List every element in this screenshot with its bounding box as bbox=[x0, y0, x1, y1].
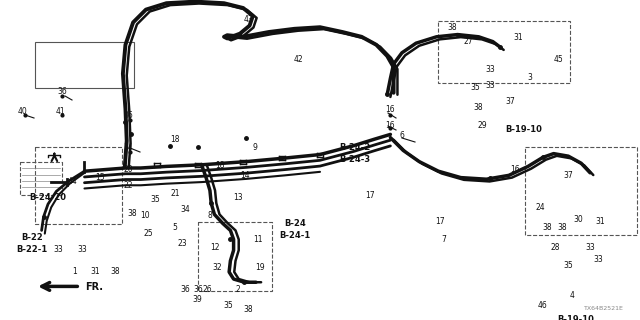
Bar bbox=[438, 21, 570, 83]
Text: 46: 46 bbox=[538, 300, 548, 309]
Text: 3: 3 bbox=[527, 74, 532, 83]
Text: 27: 27 bbox=[463, 37, 473, 46]
Text: 26: 26 bbox=[202, 285, 212, 294]
Text: 21: 21 bbox=[170, 188, 180, 197]
Text: 17: 17 bbox=[435, 218, 445, 227]
Text: 19: 19 bbox=[255, 263, 265, 273]
Text: 9: 9 bbox=[253, 143, 257, 153]
Text: 35: 35 bbox=[470, 84, 480, 92]
Text: 38: 38 bbox=[127, 209, 137, 218]
Text: 35: 35 bbox=[150, 196, 160, 204]
Bar bbox=[35, 147, 122, 224]
Text: FR.: FR. bbox=[85, 282, 103, 292]
Text: 12: 12 bbox=[211, 244, 220, 252]
Text: 18: 18 bbox=[215, 161, 225, 170]
Bar bbox=[198, 222, 272, 291]
Text: 30: 30 bbox=[573, 215, 583, 225]
Text: 31: 31 bbox=[513, 34, 523, 43]
Text: 2: 2 bbox=[236, 285, 241, 294]
Text: 16: 16 bbox=[385, 121, 395, 130]
Text: 17: 17 bbox=[365, 190, 375, 199]
Text: 38: 38 bbox=[110, 268, 120, 276]
Text: 16: 16 bbox=[385, 106, 395, 115]
Text: 42: 42 bbox=[293, 55, 303, 65]
Text: 5: 5 bbox=[173, 223, 177, 233]
Bar bbox=[525, 147, 637, 235]
Text: B-24-20: B-24-20 bbox=[29, 194, 67, 203]
Text: 38: 38 bbox=[447, 23, 457, 33]
Text: 1: 1 bbox=[72, 268, 77, 276]
Text: 6: 6 bbox=[399, 131, 404, 140]
Text: 35: 35 bbox=[223, 300, 233, 309]
Text: B-22: B-22 bbox=[21, 234, 43, 243]
Bar bbox=[35, 42, 134, 88]
Text: B-24-1: B-24-1 bbox=[280, 230, 310, 239]
Text: 7: 7 bbox=[442, 236, 447, 244]
Text: 45: 45 bbox=[553, 55, 563, 65]
Text: B-22-1: B-22-1 bbox=[17, 245, 47, 254]
Text: 31: 31 bbox=[595, 218, 605, 227]
Text: 38: 38 bbox=[243, 306, 253, 315]
Text: B-24: B-24 bbox=[284, 219, 306, 228]
Text: 34: 34 bbox=[180, 205, 190, 214]
Text: 33: 33 bbox=[585, 244, 595, 252]
Text: 33: 33 bbox=[53, 245, 63, 254]
Text: 36: 36 bbox=[193, 285, 203, 294]
Text: 14: 14 bbox=[123, 143, 133, 153]
Text: 10: 10 bbox=[140, 211, 150, 220]
Text: 15: 15 bbox=[95, 173, 105, 182]
Text: 11: 11 bbox=[253, 236, 263, 244]
Text: 33: 33 bbox=[593, 255, 603, 265]
Text: 35: 35 bbox=[563, 260, 573, 269]
Text: 41: 41 bbox=[55, 108, 65, 116]
Text: 22: 22 bbox=[124, 180, 132, 189]
Text: 20: 20 bbox=[123, 165, 133, 174]
Text: B-19-10: B-19-10 bbox=[557, 316, 595, 320]
Text: 37: 37 bbox=[505, 98, 515, 107]
Text: TX64B2521E: TX64B2521E bbox=[584, 306, 624, 311]
Text: 4: 4 bbox=[570, 291, 575, 300]
Text: B-24-2: B-24-2 bbox=[339, 143, 371, 153]
Text: 8: 8 bbox=[207, 211, 212, 220]
Text: 37: 37 bbox=[563, 171, 573, 180]
Text: 44: 44 bbox=[67, 178, 77, 187]
Text: 29: 29 bbox=[477, 121, 487, 130]
Text: 36: 36 bbox=[123, 110, 133, 119]
Text: 32: 32 bbox=[212, 263, 222, 273]
Text: 33: 33 bbox=[485, 81, 495, 90]
Text: 39: 39 bbox=[192, 295, 202, 305]
Text: 23: 23 bbox=[177, 238, 187, 247]
Bar bbox=[20, 162, 62, 195]
Text: 33: 33 bbox=[77, 245, 87, 254]
Text: 28: 28 bbox=[550, 244, 560, 252]
Text: 38: 38 bbox=[473, 103, 483, 113]
Text: 43: 43 bbox=[243, 15, 253, 25]
Text: 38: 38 bbox=[542, 223, 552, 233]
Text: 14: 14 bbox=[240, 171, 250, 180]
Text: B-24-3: B-24-3 bbox=[339, 156, 371, 164]
Text: 40: 40 bbox=[17, 108, 27, 116]
Text: 24: 24 bbox=[535, 204, 545, 212]
Text: B-19-10: B-19-10 bbox=[506, 125, 543, 134]
Text: 36: 36 bbox=[180, 285, 190, 294]
Text: 33: 33 bbox=[485, 66, 495, 75]
Text: 18: 18 bbox=[170, 135, 180, 145]
Text: 36: 36 bbox=[57, 87, 67, 97]
Text: 13: 13 bbox=[233, 193, 243, 202]
Text: 16: 16 bbox=[510, 165, 520, 174]
Text: 31: 31 bbox=[90, 268, 100, 276]
Text: 25: 25 bbox=[143, 228, 153, 237]
Text: 38: 38 bbox=[557, 223, 567, 233]
